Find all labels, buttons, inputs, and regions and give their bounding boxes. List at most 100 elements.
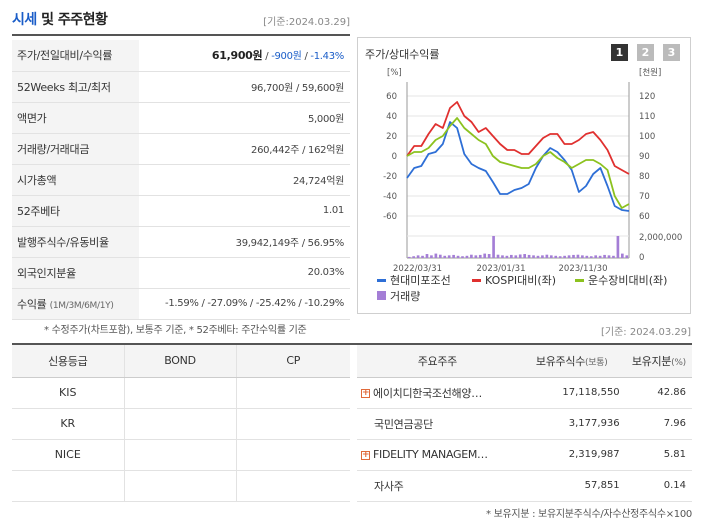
table-row: + FIDELITY MANAGEM… 2,319,987 5.81 [357,439,692,471]
row-label: 수익률 (1M/3M/6M/1Y) [12,288,139,320]
cp-cell [235,377,350,409]
right-tick-label: 80 [639,172,650,182]
holder-name: + FIDELITY MANAGEM… [357,439,518,471]
volume-bar [421,255,424,258]
volume-bar [412,256,415,258]
left-tick-label: 40 [386,112,397,122]
base-date-holders: [기준: 2024.03.29] [600,327,691,338]
volume-bar [470,254,473,258]
volume-tick-label: 0 [639,253,644,263]
volume-bar [483,253,487,258]
left-tick-label: -60 [383,212,397,222]
table-row: KIS [12,377,350,409]
volume-bar [492,236,495,258]
volume-bar [478,254,482,258]
x-tick-label: 2023/01/31 [477,264,526,274]
x-tick-label: 2022/03/31 [393,264,442,274]
volume-bar [545,254,549,258]
holder-shares: 3,177,936 [517,408,626,440]
volume-bar [416,255,420,258]
quote-info-table: 주가/전일대비/수익률 61,900원 / -900원 / -1.43% 52W… [12,40,350,320]
left-tick-label: -20 [383,172,397,182]
row-value: 96,700원 / 59,600원 [139,71,350,103]
volume-bar [581,255,584,258]
holder-header-name: 주요주주 [357,345,518,378]
chart-page-1-button[interactable]: 1 [611,44,628,61]
volume-bar [549,255,553,258]
shareholders-table: 주요주주 보유주식수(보통) 보유지분(%) + 에이치디한국조선해양… 17,1… [357,345,692,502]
volume-bar [612,255,615,258]
table-row: + 에이치디한국조선해양… 17,118,550 42.86 [357,377,692,409]
row-label: 시가총액 [12,164,139,196]
agency-cell: NICE [12,439,124,471]
volume-bar [607,255,611,258]
volume-bar [563,255,566,258]
volume-bar [447,255,451,258]
volume-bar [518,254,522,258]
table-row: 거래량/거래대금 260,442주 / 162억원 [12,133,350,165]
holder-pct: 42.86 [625,377,692,409]
right-tick-label: 120 [639,92,655,102]
holder-name: + 에이치디한국조선해양… [357,377,518,409]
holder-shares: 57,851 [517,470,626,502]
left-axis-unit: [%] [387,68,402,78]
chart-page-3-button[interactable]: 3 [663,44,680,61]
agency-cell: KIS [12,377,124,409]
volume-bar [474,255,478,258]
cp-cell [235,408,350,440]
legend-label: 운수장비대비(좌) [588,274,667,287]
holder-header-pct: 보유지분(%) [625,345,692,378]
right-tick-label: 90 [639,152,650,162]
volume-bar [589,256,593,258]
stock-chart: [%] [천원] 60 40 20 0 -20 -40 -60 120 110 100 90 80 70… [377,67,682,303]
footnote: * 수정주가(차트포함), 보통주 기준, * 52주베타: 주간수익률 기준 [44,325,307,336]
volume-bar [572,254,575,258]
row-value: 39,942,149주 / 56.95% [139,226,350,258]
volume-bar [532,255,535,258]
legend-label: 거래량 [390,290,420,303]
row-label: 주가/전일대비/수익률 [12,40,139,72]
expand-icon[interactable]: + [361,449,370,460]
volume-bar [510,254,513,258]
volume-bar [625,255,629,258]
table-row: 자사주 57,851 0.14 [357,470,692,502]
chart-title: 주가/상대수익률 [365,48,440,61]
volume-bar [514,255,518,258]
legend-swatch [472,279,481,282]
volume-bar [576,254,580,258]
legend-label: 현대미포조선 [390,274,451,287]
holder-name: 자사주 [357,470,518,502]
volume-bar [465,255,469,258]
volume-bar [594,255,598,258]
table-row: 외국인지분율 20.03% [12,257,350,289]
table-row: KR [12,408,350,440]
row-label: 거래량/거래대금 [12,133,139,165]
table-row: NICE [12,439,350,471]
section-title: 시세 및 주주현황 [12,12,108,28]
section-divider [12,343,692,345]
right-tick-label: 100 [639,132,655,142]
holder-pct: 5.81 [625,439,692,471]
header-divider [12,34,350,36]
right-tick-label: 70 [639,192,650,202]
table-row: 발행주식수/유동비율 39,942,149주 / 56.95% [12,226,350,258]
holder-shares: 2,319,987 [517,439,626,471]
credit-header-agency: 신용등급 [12,345,124,378]
volume-bar [456,255,460,258]
volume-bar [567,255,571,258]
volume-tick-label: 2,000,000 [639,233,682,243]
left-tick-label: 60 [386,92,397,102]
volume-bar [621,253,624,258]
volume-bar [541,255,544,258]
volume-bar [616,236,620,258]
expand-icon[interactable]: + [361,388,370,398]
volume-bar [496,254,500,258]
left-tick-label: -40 [383,192,397,202]
table-row: 국민연금공단 3,177,936 7.96 [357,408,692,440]
bond-cell [123,408,236,440]
volume-bar [438,254,442,258]
bond-cell [123,377,236,409]
holder-name: 국민연금공단 [357,408,518,440]
chart-page-2-button[interactable]: 2 [637,44,654,61]
table-row: 액면가 5,000원 [12,102,350,134]
